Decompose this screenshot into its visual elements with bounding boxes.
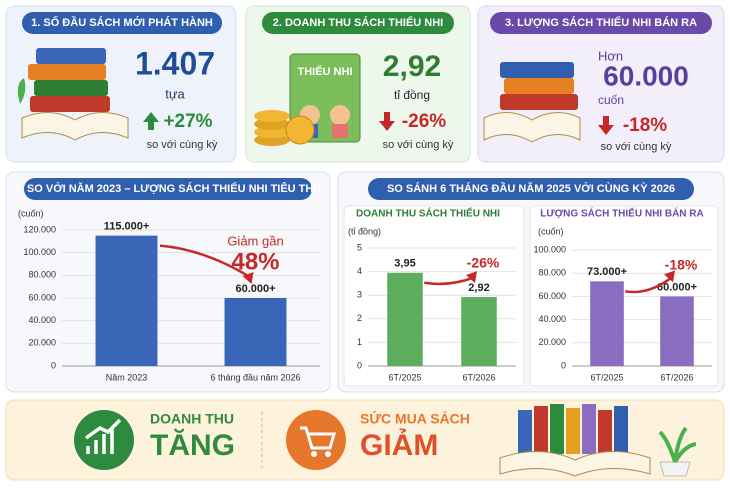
card-compare: so với cùng kỳ: [147, 139, 218, 151]
card-title: 2. DOANH THU SÁCH THIẾU NHI: [273, 16, 444, 29]
y-tick-label: 60.000: [538, 291, 566, 301]
y-tick-label: 100.000: [533, 244, 566, 254]
bar: [660, 296, 694, 366]
x-tick-label: 6T/2026: [660, 372, 693, 382]
x-tick-label: 6T/2025: [388, 372, 421, 382]
card-unit: cuốn: [598, 93, 624, 107]
cart-icon: [286, 410, 346, 470]
book-coins-icon: [254, 53, 361, 146]
card-compare: so với cùng kỳ: [383, 139, 454, 151]
y-tick-label: 0: [51, 360, 56, 370]
annotation-value: 48%: [231, 248, 279, 275]
banner-value: GIẢM: [360, 428, 438, 462]
bar: [95, 235, 158, 366]
chart-title: DOANH THU SÁCH THIẾU NHI: [356, 207, 500, 220]
bar: [387, 272, 423, 366]
chart-header: [368, 178, 694, 200]
trend-arrow: [159, 244, 253, 280]
y-tick-label: 100.000: [23, 247, 56, 257]
y-tick-label: 80.000: [28, 270, 56, 280]
card-change: -26%: [402, 111, 446, 132]
trend-arrow: [624, 275, 674, 294]
value-label: 115.000+: [104, 221, 150, 233]
bar: [590, 281, 624, 366]
value-label: 60.000+: [657, 281, 697, 293]
y-tick-label: 2: [357, 313, 362, 323]
down-arrow-icon: [379, 112, 395, 131]
banner-label: SỨC MUA SÁCH: [360, 410, 470, 427]
y-tick-label: 60.000: [28, 292, 56, 302]
chart-title: 4. SO VỚI NĂM 2023 – LƯỢNG SÁCH THIẾU NH…: [15, 182, 322, 195]
y-tick-label: 0: [561, 360, 566, 370]
banner-label: DOANH THU: [150, 411, 234, 427]
up-arrow-icon: [143, 112, 159, 130]
books-decoration: [499, 404, 697, 477]
book-stack-icon: [483, 62, 581, 143]
trend-arrowhead: [242, 272, 254, 284]
banner-value: TĂNG: [150, 428, 235, 462]
y-tick-label: 40.000: [28, 315, 56, 325]
card-prefix: Hơn: [598, 48, 623, 63]
y-axis-label: (cuốn): [18, 208, 44, 218]
y-tick-label: 3: [357, 290, 362, 300]
y-tick-label: 20.000: [28, 338, 56, 348]
y-tick-label: 40.000: [538, 314, 566, 324]
card-unit: tỉ đồng: [394, 88, 430, 102]
y-axis-label: (tỉ đồng): [348, 226, 381, 236]
trend-arrowhead: [466, 271, 477, 284]
value-label: 73.000+: [587, 266, 627, 278]
book-label: THIẾU NHI: [298, 65, 353, 78]
bar: [461, 297, 497, 366]
value-label: 3,95: [394, 258, 415, 270]
book-stack-icon: [17, 48, 129, 141]
card-change: +27%: [163, 111, 212, 132]
x-tick-label: 6 tháng đầu năm 2026: [210, 372, 300, 382]
card-header: [22, 12, 222, 34]
card-header: [262, 12, 454, 34]
y-axis-label: (cuốn): [538, 226, 564, 236]
y-tick-label: 80.000: [538, 268, 566, 278]
annotation: Giảm gần: [227, 233, 283, 248]
x-tick-label: 6T/2026: [462, 372, 495, 382]
value-label: 60.000+: [235, 283, 275, 295]
cart-wheel: [325, 451, 331, 457]
card-change: -18%: [623, 115, 667, 136]
card-value: 2,92: [383, 50, 441, 83]
annotation: -18%: [665, 257, 698, 273]
card-unit: tựa: [165, 86, 185, 101]
value-label: 2,92: [468, 282, 489, 294]
card-header: [490, 12, 712, 34]
cart-wheel: [311, 451, 317, 457]
y-tick-label: 1: [357, 337, 362, 347]
down-arrow-icon: [598, 116, 614, 135]
trend-arrowhead: [664, 270, 675, 283]
growth-icon-lines: [84, 418, 122, 454]
card-compare: so với cùng kỳ: [601, 141, 672, 153]
section-title: SO SÁNH 6 THÁNG ĐẦU NĂM 2025 VỚI CÙNG KỲ…: [387, 182, 675, 195]
cart-icon-lines: [300, 426, 336, 450]
x-tick-label: Năm 2023: [106, 372, 148, 382]
y-tick-label: 120.000: [23, 224, 56, 234]
card-value: 60.000: [603, 60, 689, 91]
y-tick-label: 20.000: [538, 337, 566, 347]
y-tick-label: 5: [357, 242, 362, 252]
card-title: 1. SỐ ĐẦU SÁCH MỚI PHÁT HÀNH: [31, 15, 213, 29]
card-value: 1.407: [135, 45, 215, 81]
x-tick-label: 6T/2025: [590, 372, 623, 382]
bar: [224, 298, 287, 366]
annotation: -26%: [467, 255, 500, 271]
chart-header: [24, 178, 312, 200]
card-title: 3. LƯỢNG SÁCH THIẾU NHI BÁN RA: [505, 16, 697, 29]
y-tick-label: 4: [357, 266, 362, 276]
chart-title: LƯỢNG SÁCH THIẾU NHI BÁN RA: [540, 207, 704, 220]
y-tick-label: 0: [357, 360, 362, 370]
